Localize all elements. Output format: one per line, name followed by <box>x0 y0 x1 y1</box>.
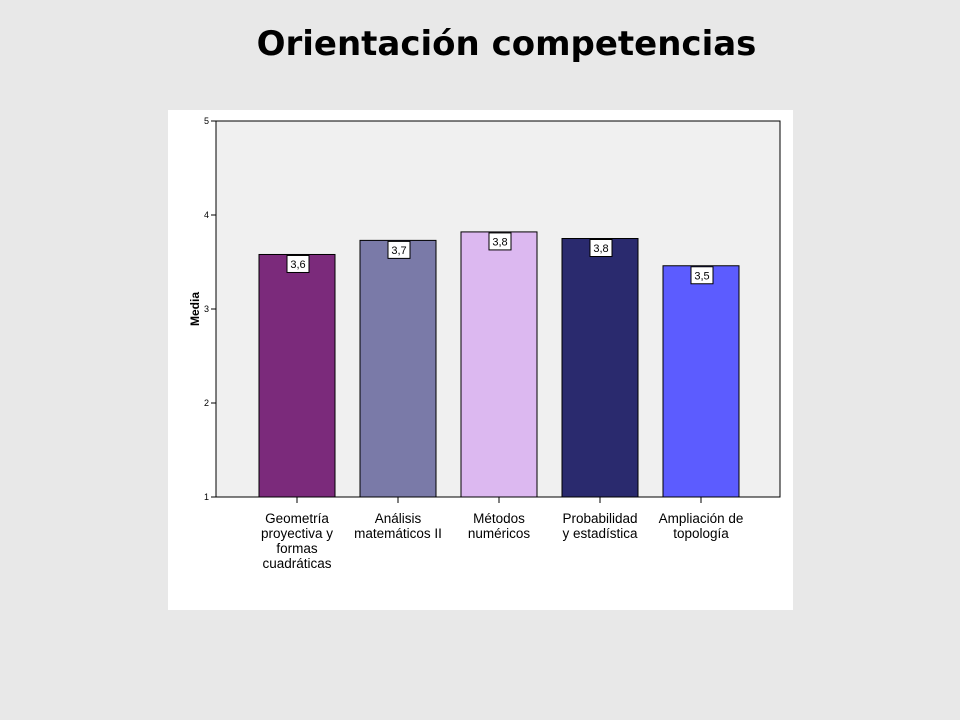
data-label: 3,8 <box>492 236 507 248</box>
x-tick-label: Ampliación de topología <box>659 511 744 541</box>
y-axis-label: Media <box>188 292 202 326</box>
y-tick-label: 2 <box>204 398 209 408</box>
data-label-box <box>690 266 714 285</box>
x-tick-label: Geometría proyectiva y formas cuadráticas <box>261 511 333 571</box>
bar-chart: 1 2 3 4 5 Media 3,6 Geometría proyectiva y formas… <box>188 116 781 571</box>
chart-panel: 1 2 3 4 5 Media 3,6 Geometría proyectiva y formas… <box>168 110 793 610</box>
y-tick-label: 3 <box>204 304 209 314</box>
bar <box>359 239 437 498</box>
bar <box>258 253 336 498</box>
y-tick-label: 4 <box>204 210 209 220</box>
data-label-box <box>589 239 613 257</box>
data-label: 3,5 <box>694 270 709 282</box>
data-label-box <box>387 240 411 259</box>
data-label-box <box>286 254 310 273</box>
bar <box>662 265 740 498</box>
bar <box>561 238 639 498</box>
y-tick-label: 5 <box>204 116 209 126</box>
data-label: 3,8 <box>593 243 608 255</box>
data-label: 3,7 <box>391 245 406 257</box>
y-tick-label: 1 <box>204 492 209 502</box>
bar <box>460 231 538 498</box>
x-tick-label: Métodos numéricos <box>468 511 531 541</box>
data-label: 3,6 <box>290 259 305 271</box>
x-tick-label: Análisis matemáticos II <box>354 511 442 541</box>
slide-title: Orientación competencias <box>256 24 757 64</box>
x-tick-label: Probabilidad y estadística <box>562 511 638 541</box>
data-label-box <box>488 232 512 251</box>
